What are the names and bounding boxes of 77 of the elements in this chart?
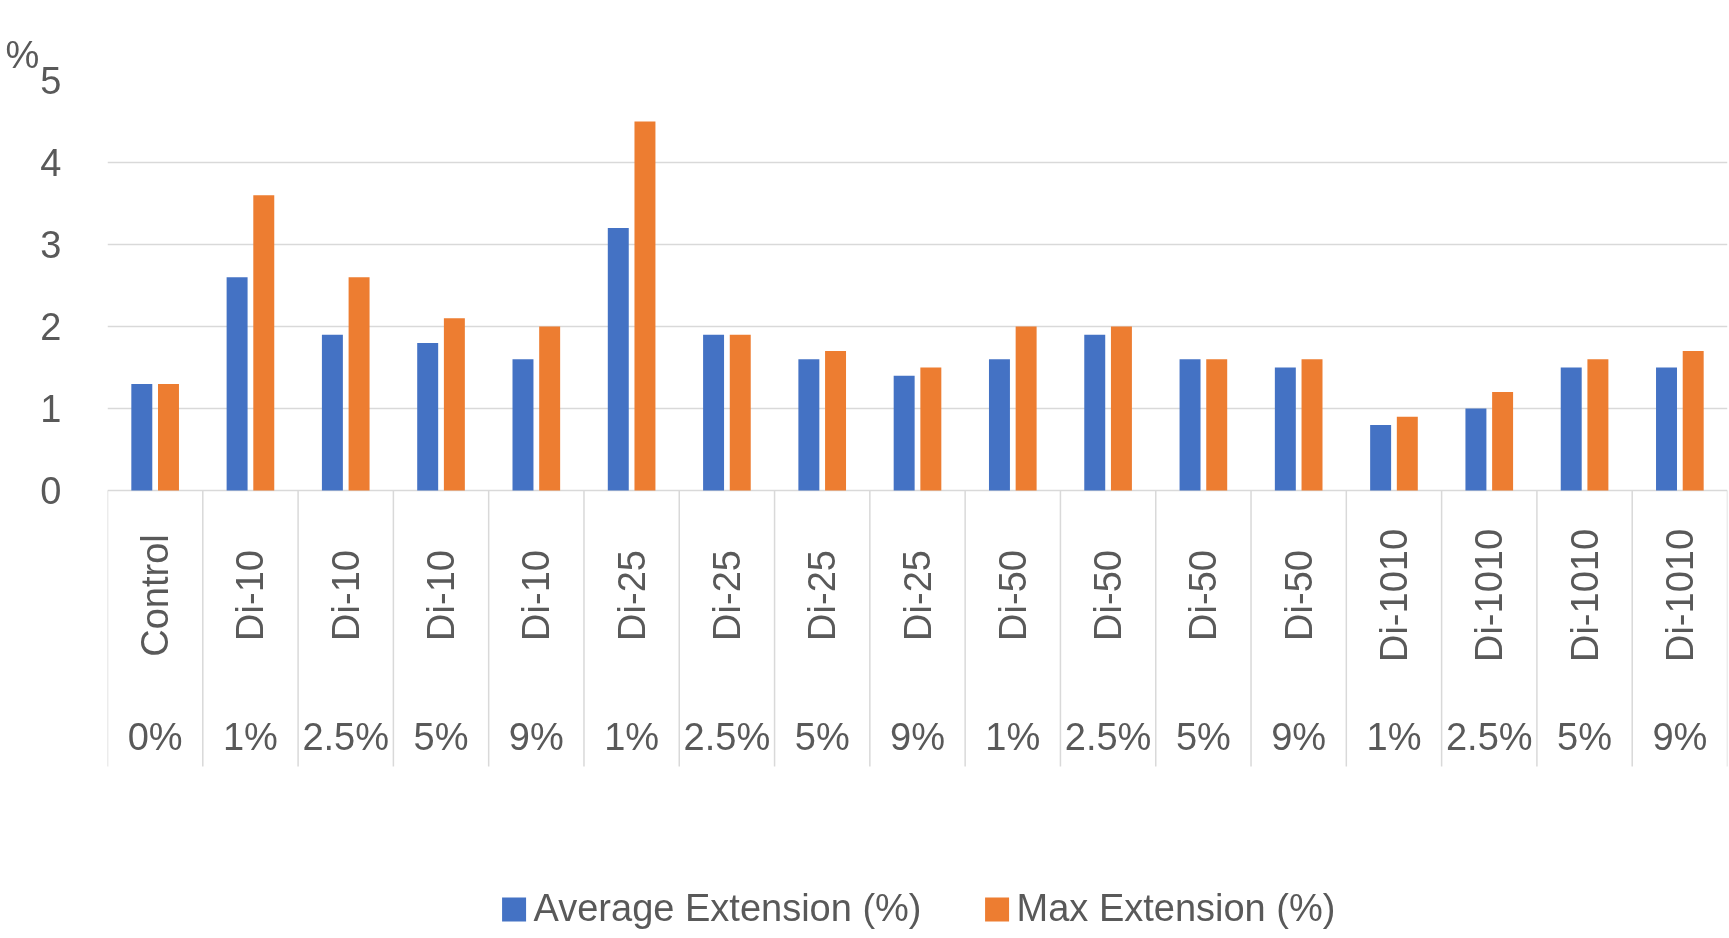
bar — [1465, 408, 1487, 491]
bar — [634, 121, 656, 491]
bar — [1110, 326, 1132, 491]
category-label: 5% — [413, 715, 469, 758]
bar — [226, 277, 248, 491]
bar — [920, 367, 942, 491]
category-label: 1% — [985, 715, 1041, 758]
category-label: 2.5% — [1064, 715, 1152, 758]
bar — [1301, 359, 1323, 491]
y-tick-label: 2 — [40, 306, 62, 348]
bar — [1682, 351, 1704, 491]
category-label: Di-1010 — [1372, 528, 1415, 663]
category-label: 9% — [890, 715, 945, 758]
bar — [253, 195, 275, 491]
bar — [1396, 416, 1418, 491]
bar — [321, 334, 343, 491]
bar — [1084, 334, 1106, 491]
category-label: Di-25 — [896, 550, 939, 641]
legend-label: Max Extension (%) — [1016, 887, 1336, 930]
category-label: 2.5% — [302, 715, 390, 758]
bar — [607, 228, 629, 491]
category-label: 5% — [1175, 715, 1231, 758]
bar — [1587, 359, 1609, 491]
category-label: Di-50 — [1087, 550, 1130, 641]
category-label: Di-10 — [515, 550, 558, 641]
category-label: 2.5% — [683, 715, 771, 758]
bar — [825, 351, 847, 491]
category-label: Di-1010 — [1468, 528, 1511, 663]
category-label: Di-25 — [705, 550, 748, 641]
bar — [131, 383, 153, 491]
category-label: Di-1010 — [1563, 528, 1606, 663]
category-label: 9% — [508, 715, 564, 758]
bar — [1015, 326, 1037, 491]
bar — [893, 375, 915, 491]
category-label: Di-10 — [420, 550, 463, 641]
category-label: Di-50 — [1182, 550, 1225, 641]
bar — [1370, 424, 1392, 491]
bar — [1560, 367, 1582, 491]
bar — [988, 359, 1010, 491]
bar — [1492, 392, 1514, 491]
bar — [798, 359, 820, 491]
category-label: 1% — [222, 715, 278, 758]
category-label: Di-1010 — [1658, 528, 1701, 663]
category-label: 1% — [1366, 715, 1422, 758]
y-axis-title: % — [5, 33, 40, 76]
bar — [512, 359, 534, 491]
bar — [158, 383, 179, 491]
category-label: 0% — [127, 715, 183, 758]
bar — [1179, 359, 1201, 491]
category-label: 5% — [1557, 715, 1613, 758]
y-tick-label: 5 — [40, 60, 62, 102]
category-label: 2.5% — [1445, 715, 1533, 758]
bar — [1274, 367, 1296, 491]
bar — [729, 334, 751, 491]
category-label: Di-10 — [229, 550, 272, 641]
category-label: Di-25 — [610, 550, 653, 641]
y-tick-label: 3 — [40, 224, 62, 266]
y-tick-label: 1 — [40, 388, 62, 430]
y-tick-label: 0 — [40, 470, 62, 512]
category-label: 5% — [794, 715, 850, 758]
bar — [539, 326, 561, 491]
bar — [417, 342, 439, 491]
category-label: Di-50 — [1277, 550, 1320, 641]
bar — [1656, 367, 1677, 491]
category-label: Control — [134, 534, 177, 657]
category-label: Di-50 — [991, 550, 1034, 641]
category-label: Di-25 — [801, 550, 844, 641]
category-label: Di-10 — [324, 550, 367, 641]
bar — [1206, 359, 1228, 491]
category-label: 1% — [604, 715, 660, 758]
bar — [443, 318, 465, 491]
y-tick-label: 4 — [40, 142, 62, 184]
bar — [703, 334, 725, 491]
category-label: 9% — [1652, 715, 1708, 758]
bar — [348, 277, 370, 491]
category-label: 9% — [1271, 715, 1327, 758]
legend-label: Average Extension (%) — [533, 887, 922, 930]
